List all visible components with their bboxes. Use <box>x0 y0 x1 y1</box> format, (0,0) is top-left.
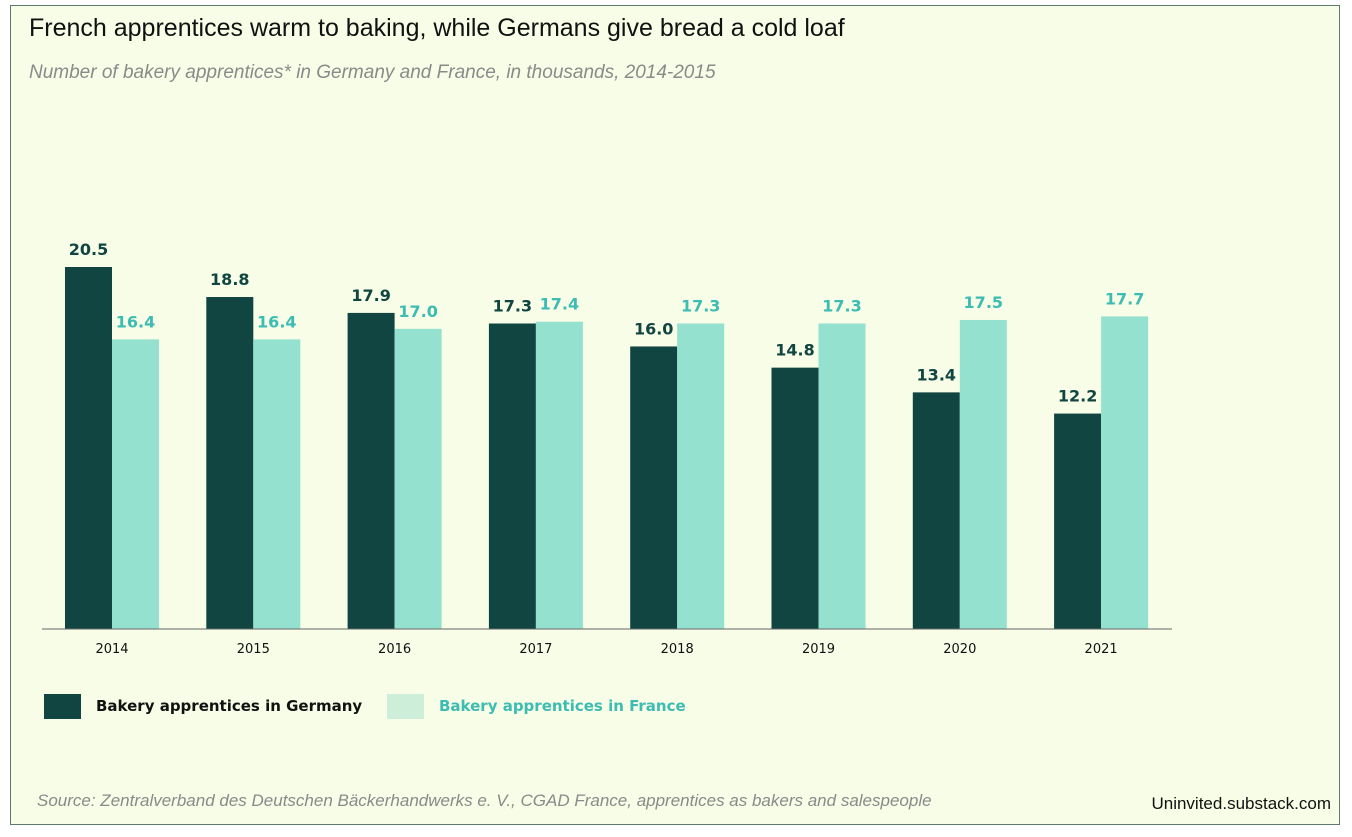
x-tick-labels-layer: 2014 2015 2016 2017 2018 2019 2020 2021 <box>95 642 1117 657</box>
data-label-germany-2015: 18.8 <box>210 270 249 289</box>
data-label-germany-2021: 12.2 <box>1058 387 1097 406</box>
bar-france-2019 <box>818 323 866 629</box>
legend-item-france: Bakery apprentices in France <box>387 693 686 719</box>
x-tick-label-2014: 2014 <box>95 642 128 657</box>
bar-germany-2016 <box>347 312 395 629</box>
data-label-germany-2019: 14.8 <box>775 341 814 360</box>
data-label-france-2021: 17.7 <box>1105 289 1144 308</box>
bar-germany-2021 <box>1054 413 1102 629</box>
data-label-germany-2017: 17.3 <box>493 297 532 316</box>
x-tick-label-2021: 2021 <box>1085 642 1118 657</box>
x-tick-label-2019: 2019 <box>802 642 835 657</box>
legend-swatch-germany <box>44 693 81 719</box>
data-label-france-2017: 17.4 <box>540 295 579 314</box>
bar-france-2016 <box>394 328 442 629</box>
x-tick-label-2018: 2018 <box>661 642 694 657</box>
data-label-france-2015: 16.4 <box>257 312 296 331</box>
data-label-germany-2016: 17.9 <box>351 286 390 305</box>
bar-france-2021 <box>1101 316 1149 629</box>
bar-germany-2014 <box>65 267 112 629</box>
bar-germany-2019 <box>771 367 819 629</box>
data-label-france-2019: 17.3 <box>822 297 861 316</box>
chart-title: French apprentices warm to baking, while… <box>29 14 845 42</box>
data-label-france-2018: 17.3 <box>681 297 720 316</box>
data-label-france-2016: 17.0 <box>398 302 437 321</box>
data-label-france-2020: 17.5 <box>964 293 1003 312</box>
legend-label-france: Bakery apprentices in France <box>439 697 686 715</box>
x-tick-label-2017: 2017 <box>519 642 552 657</box>
legend-swatch-france <box>387 693 424 719</box>
bar-france-2014 <box>112 339 159 629</box>
data-label-germany-2020: 13.4 <box>917 365 956 384</box>
data-label-germany-2018: 16.0 <box>634 319 673 338</box>
bar-france-2017 <box>535 321 583 629</box>
bar-france-2018 <box>677 323 725 629</box>
data-label-france-2014: 16.4 <box>116 312 155 331</box>
bars-layer <box>65 267 1149 629</box>
source-note: Source: Zentralverband des Deutschen Bäc… <box>37 791 932 810</box>
bar-germany-2018 <box>630 346 678 629</box>
bar-france-2015 <box>253 339 301 629</box>
legend-label-germany: Bakery apprentices in Germany <box>96 697 363 715</box>
legend-item-germany: Bakery apprentices in Germany <box>44 693 362 719</box>
bar-chart: 20.5 16.4 18.8 16.4 17.9 17.0 17.3 17.4 16.0 17.3… <box>42 240 1172 657</box>
bar-france-2020 <box>959 319 1007 629</box>
x-tick-label-2015: 2015 <box>237 642 270 657</box>
data-labels-layer: 20.5 16.4 18.8 16.4 17.9 17.0 17.3 17.4 16.0 17.3… <box>69 240 1145 406</box>
chart-frame: French apprentices warm to baking, while… <box>10 5 1340 825</box>
data-label-germany-2014: 20.5 <box>69 240 108 259</box>
bar-germany-2015 <box>206 297 254 629</box>
x-tick-label-2020: 2020 <box>943 642 976 657</box>
bar-germany-2017 <box>488 323 536 629</box>
x-tick-label-2016: 2016 <box>378 642 411 657</box>
bar-germany-2020 <box>912 392 960 629</box>
chart-subtitle: Number of bakery apprentices* in Germany… <box>29 62 716 83</box>
credit: Uninvited.substack.com <box>1151 794 1331 813</box>
